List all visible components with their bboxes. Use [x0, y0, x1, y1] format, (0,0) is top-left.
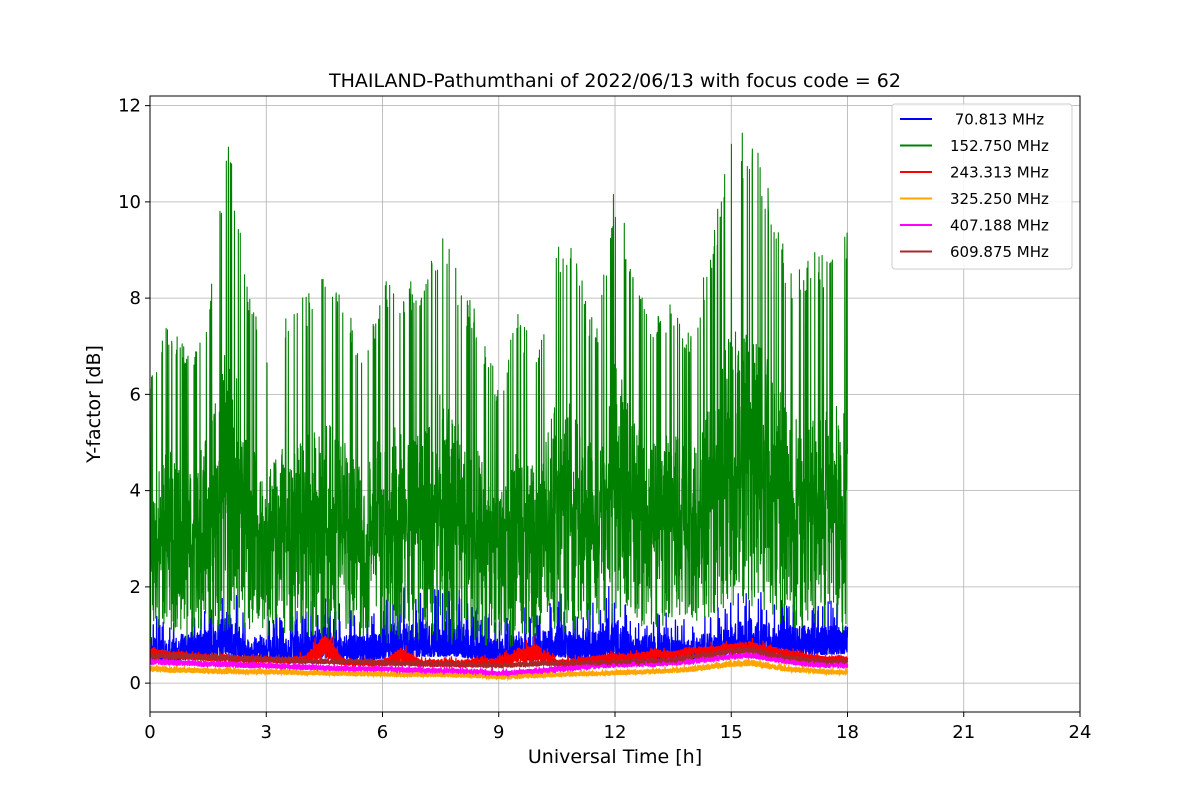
y-axis-label: Y-factor [dB]	[83, 345, 105, 464]
x-axis-label: Universal Time [h]	[528, 746, 702, 768]
series-line	[150, 650, 849, 678]
y-tick-label: 8	[130, 288, 141, 309]
legend-label: 70.813 MHz	[950, 111, 1044, 129]
x-tick-label: 6	[377, 722, 388, 743]
series-overlay	[150, 636, 849, 682]
legend-label: 609.875 MHz	[950, 243, 1049, 261]
y-tick-label: 10	[118, 192, 141, 213]
legend-label: 243.313 MHz	[950, 164, 1049, 182]
y-tick-label: 6	[130, 384, 141, 405]
y-tick-label: 4	[130, 481, 141, 502]
x-tick-label: 15	[720, 722, 743, 743]
x-tick-label: 9	[493, 722, 504, 743]
series-line	[150, 645, 849, 670]
legend-label: 325.250 MHz	[950, 190, 1049, 208]
x-tick-label: 12	[604, 722, 627, 743]
x-tick-label: 21	[952, 722, 975, 743]
series-line	[150, 132, 849, 647]
x-tick-label: 24	[1069, 722, 1092, 743]
legend-label: 152.750 MHz	[950, 137, 1049, 155]
y-tick-label: 12	[118, 96, 141, 117]
legend-label: 407.188 MHz	[950, 217, 1049, 235]
y-tick-label: 0	[130, 673, 141, 694]
legend: 70.813 MHz 152.750 MHz 243.313 MHz 325.250 …	[891, 103, 1073, 270]
x-tick-label: 18	[836, 722, 859, 743]
x-tick-label: 3	[261, 722, 272, 743]
series-layer	[150, 132, 849, 682]
legend-box	[891, 103, 1073, 270]
chart-title: THAILAND-Pathumthani of 2022/06/13 with …	[328, 70, 901, 92]
y-tick-label: 2	[130, 577, 141, 598]
x-tick-label: 0	[144, 722, 155, 743]
